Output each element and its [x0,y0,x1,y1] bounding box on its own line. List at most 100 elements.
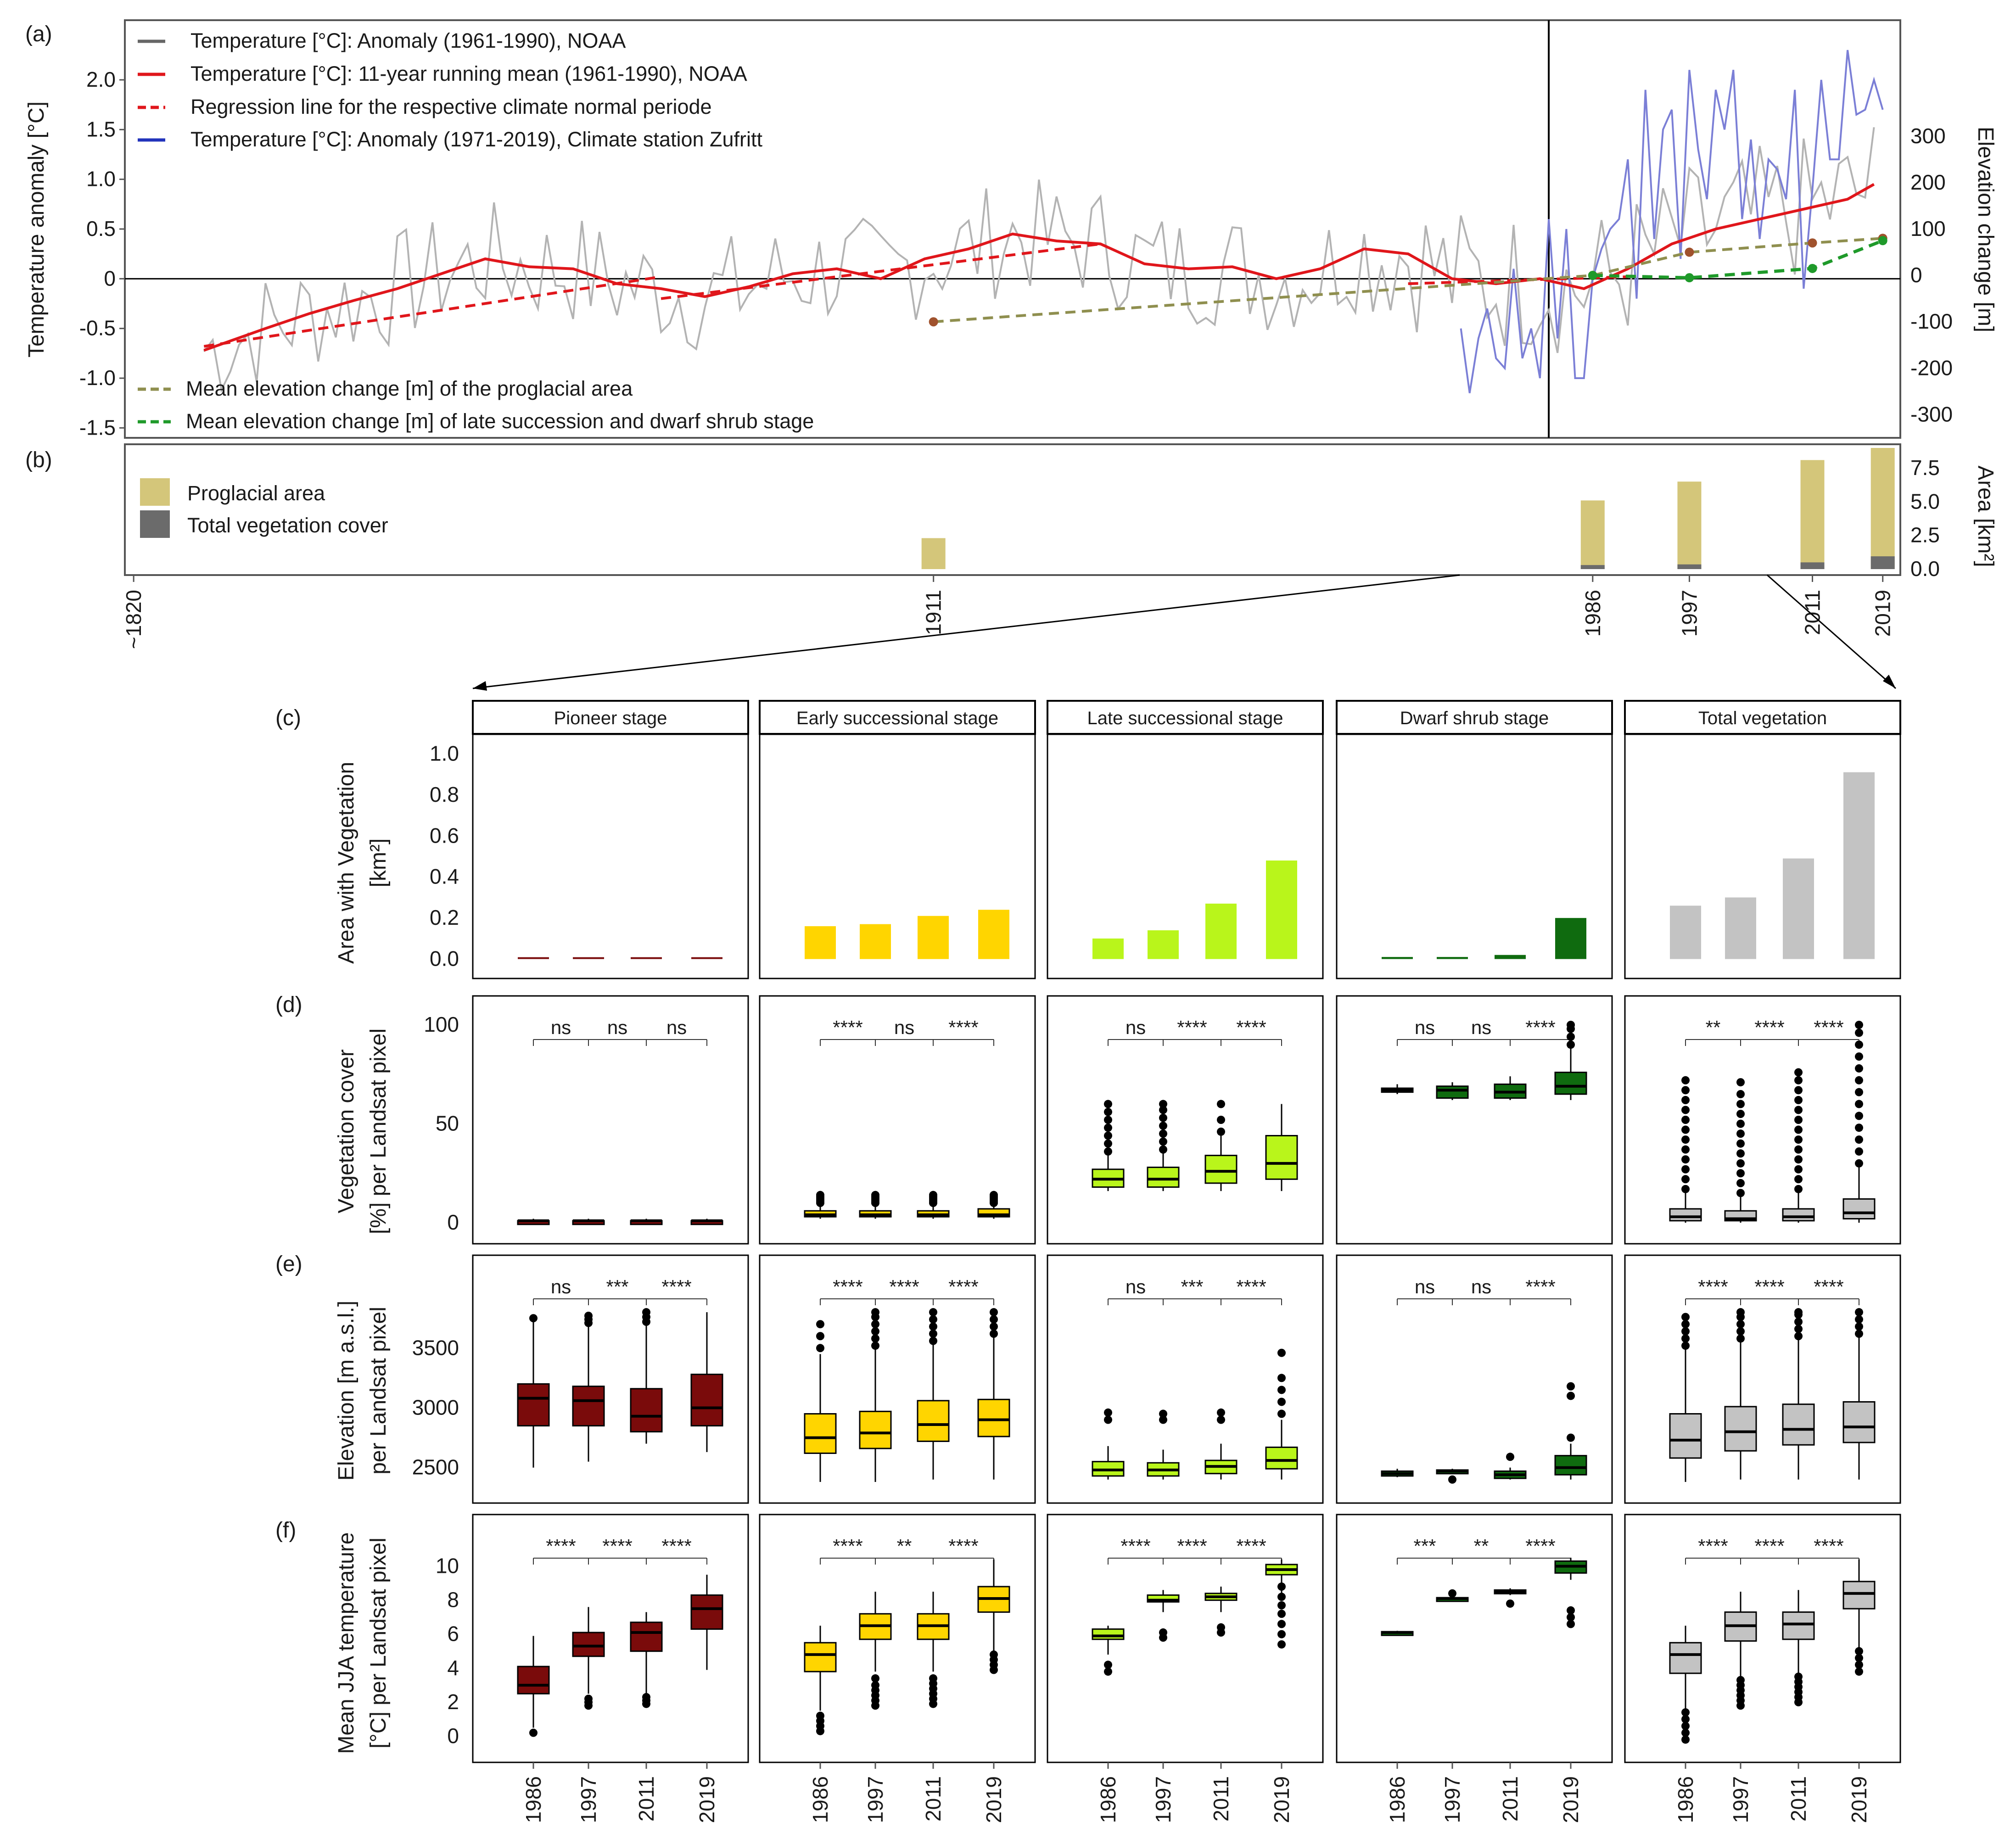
panel-b-bars [921,448,1895,569]
vegetation-area-bar [1725,897,1756,959]
box-outlier [1104,1667,1112,1676]
y-tick-label: 0 [104,266,116,290]
box-outlier [1448,1475,1456,1484]
late-dwarf-elevation-point [1685,273,1694,283]
box-outlier [1794,1068,1803,1077]
x-tick-label: 2011 [921,1776,945,1822]
box-outlier [1681,1135,1690,1144]
box-outlier [1277,1620,1286,1628]
panel-a-ylabel: Temperature anomaly [°C] [24,101,49,358]
zoom-arrow-left-head [473,681,487,691]
box-outlier [1277,1374,1286,1382]
panel-b-year-axis: ~1820 1911 1986 1997 2011 2019 [122,575,1895,649]
y-tick-label: 8 [447,1588,459,1612]
significance-label: **** [661,1535,691,1557]
y-tick-label: 2500 [412,1455,459,1479]
x-tick-label: 1986 [521,1776,545,1823]
box-outlier [584,1694,593,1703]
box-outlier [1567,1606,1575,1615]
significance-label: **** [1177,1535,1207,1557]
box-outlier [1681,1735,1690,1744]
y-tick-label: 0 [447,1210,459,1234]
significance-label: *** [1413,1535,1436,1557]
y-tick-label: 0.6 [430,823,459,847]
box-iqr [572,1386,605,1427]
facet-title: Early successional stage [796,708,998,728]
box-outlier [816,1344,824,1353]
significance-label: ** [897,1535,912,1557]
y2-tick-label: 100 [1910,217,1946,240]
facet-header [1624,700,1901,735]
box-outlier [929,1330,937,1338]
panel-f-ylabel-2: [°C] per Landsat pixel [366,1537,391,1748]
panel-f-ylabel-1: Mean JJA temperature [334,1532,358,1754]
box-outlier [1736,1119,1745,1128]
facet-grid: Pioneer stage Early successional stage Lat… [412,700,1901,1823]
box-outlier [816,1191,824,1199]
box-outlier [929,1315,937,1324]
late-dwarf-elevation-point [1588,271,1597,280]
box-outlier [1506,1599,1514,1608]
box-outlier [1736,1159,1745,1168]
facet-frame [1624,733,1901,979]
proglacial-area-bar [1870,448,1895,569]
panel-a-y-ticks: -1.5 -1.0 -0.5 0 0.5 1.0 1.5 2.0 [79,67,125,439]
box-outlier [1104,1116,1112,1124]
y-tick-label: 100 [424,1012,459,1036]
y-tick-label: 3000 [412,1396,459,1420]
box-outlier [1681,1728,1690,1737]
box-outlier [1855,1112,1863,1120]
zoom-arrow-right [1767,574,1896,689]
noaa-anomaly-line [203,127,1875,393]
panel-d-ylabel-2: [%] per Landsat pixel [366,1029,391,1234]
legend-running-mean: Temperature [°C]: 11-year running mean (… [190,62,747,85]
y-tick-label: 1.5 [86,117,116,141]
box-outlier [1104,1100,1112,1108]
vegetation-area-bar [1670,906,1701,959]
box-outlier [1277,1593,1286,1601]
facet-frame [1336,733,1613,979]
significance-label: **** [661,1276,691,1297]
box-outlier [1217,1127,1225,1136]
box-iqr [1669,1642,1702,1674]
facet-frame [759,995,1036,1245]
box-iqr [1782,1403,1815,1446]
box-outlier [1681,1145,1690,1154]
significance-label: ** [1474,1535,1489,1557]
box-iqr [1554,1072,1587,1095]
vegetation-area-bar [1783,858,1814,959]
y-tick-label: 2.0 [86,67,116,91]
box-outlier [1736,1676,1745,1684]
box-outlier [1104,1147,1112,1156]
box-outlier [584,1311,593,1320]
box-outlier [1159,1137,1167,1146]
box-iqr [1554,1455,1587,1476]
legend-proglacial-trend: Mean elevation change [m] of the proglac… [186,377,633,400]
y-tick-label: 0.0 [1910,557,1940,581]
box-outlier [1736,1078,1745,1087]
box-iqr [917,1400,950,1442]
x-tick-label: 1997 [1729,1776,1753,1823]
box-outlier [1736,1189,1745,1197]
facet-frame [1047,995,1324,1245]
y-tick-label: 5.0 [1910,489,1940,513]
box-outlier [1855,1315,1863,1324]
x-tick-label: 1997 [1440,1776,1464,1823]
elevation-change-points [929,234,1887,327]
significance-label: **** [1754,1276,1784,1297]
box-iqr [1782,1611,1815,1640]
box-outlier [1567,1021,1575,1029]
box-outlier [1855,1654,1863,1662]
box-outlier [990,1191,998,1199]
box-outlier [1681,1116,1690,1124]
box-iqr [1724,1406,1757,1452]
significance-label: ns [551,1017,571,1038]
panel-c-ylabel-2: [km²] [366,839,391,888]
box-outlier [1736,1334,1745,1343]
x-tick-label: 2011 [1786,1776,1810,1822]
box-outlier [529,1314,538,1323]
vegetation-area-bar [1092,938,1124,959]
box-outlier [1794,1165,1803,1174]
box-iqr [517,1666,550,1694]
box-outlier [1159,1628,1167,1637]
